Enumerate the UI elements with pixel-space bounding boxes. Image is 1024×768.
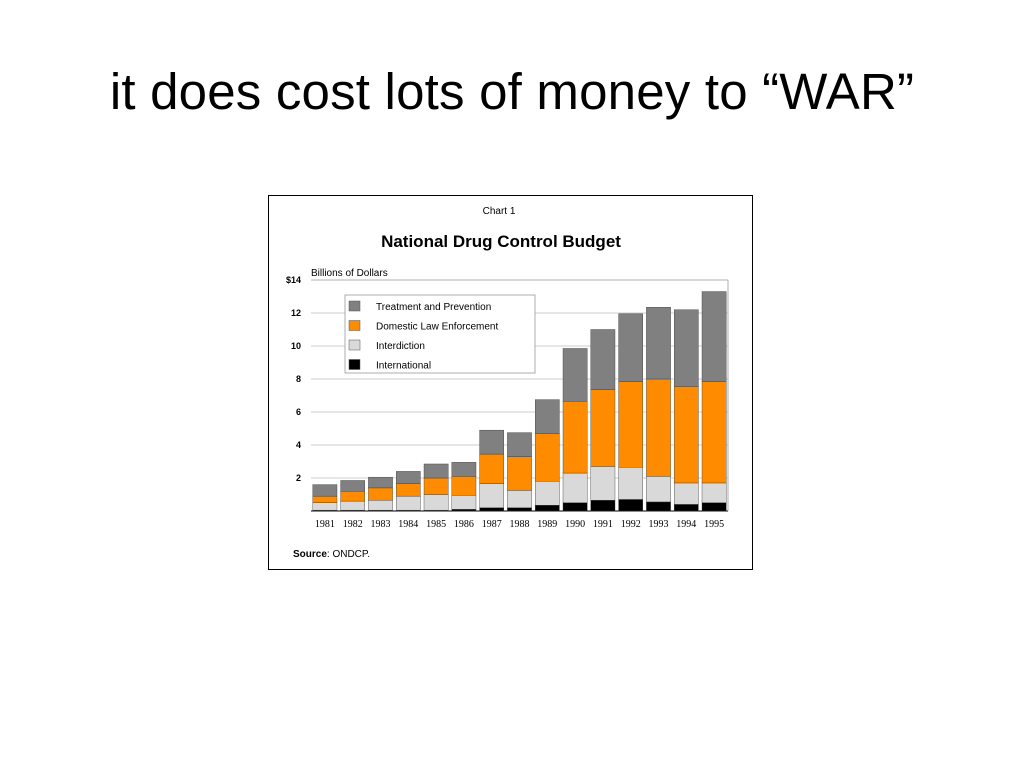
bar-segment — [368, 500, 393, 511]
x-tick-label: 1983 — [371, 519, 391, 530]
bar-segment — [396, 483, 421, 497]
bars — [312, 291, 727, 512]
x-tick-label: 1986 — [454, 519, 474, 530]
bar-segment — [423, 477, 449, 495]
legend-swatch — [348, 339, 361, 351]
bar-segment — [590, 329, 616, 390]
bar-segment — [368, 487, 393, 501]
bar-segment — [646, 501, 671, 512]
bar-segment — [507, 456, 532, 491]
bar-segment — [674, 482, 699, 505]
x-tick-labels: 1981 1982 1983 1984 1985 1986 1987 1988 1989 1990… — [315, 519, 724, 530]
bar-segment — [312, 502, 338, 511]
chart-title: National Drug Control Budget — [381, 232, 621, 251]
legend-label: International — [376, 361, 431, 372]
x-tick-label: 1985 — [426, 519, 446, 530]
bar-segment — [562, 472, 588, 503]
y-axis-label: Billions of Dollars — [311, 268, 388, 279]
bar-segment — [590, 466, 616, 501]
legend: Treatment and Prevention Domestic Law Enf… — [344, 294, 536, 374]
bar-segment — [368, 476, 393, 489]
bar-segment — [646, 378, 671, 477]
bar-segment — [340, 480, 365, 492]
y-tick-label: $14 — [286, 275, 301, 285]
x-tick-label: 1994 — [676, 519, 696, 530]
legend-swatch — [348, 320, 361, 331]
source-text: : ONDCP. — [327, 549, 370, 560]
x-tick-label: 1982 — [343, 519, 363, 530]
y-tick-label: 12 — [291, 308, 301, 318]
x-tick-label: 1995 — [704, 519, 724, 530]
bar-segment — [562, 502, 588, 512]
bar-segment — [590, 500, 616, 512]
bar-segment — [674, 386, 699, 484]
bar-segment — [590, 389, 616, 467]
legend-swatch — [348, 300, 361, 312]
legend-box — [344, 294, 536, 374]
bar-segment — [701, 502, 727, 512]
bar-segment — [479, 453, 504, 484]
bar-segment — [701, 291, 727, 382]
x-tick-label: 1991 — [593, 519, 613, 530]
x-tick-label: 1989 — [537, 519, 557, 530]
bar-segment — [507, 507, 532, 512]
y-tick-label: 10 — [291, 341, 301, 351]
bar-segment — [618, 381, 643, 468]
bar-segment — [451, 509, 477, 512]
bar-segment — [340, 491, 365, 502]
x-tick-label: 1993 — [649, 519, 669, 530]
bar-segment — [535, 505, 560, 512]
bar-segment — [674, 309, 699, 387]
bar-segment — [562, 401, 588, 474]
x-tick-label: 1987 — [482, 519, 502, 530]
legend-label: Interdiction — [376, 341, 425, 352]
bar-segment — [340, 500, 365, 511]
bar-segment — [618, 313, 643, 382]
x-tick-label: 1992 — [621, 519, 641, 530]
bar-segment — [535, 399, 560, 434]
bar-segment — [451, 462, 477, 477]
bar-segment — [423, 463, 449, 479]
slide-title: it does cost lots of money to “WAR” — [109, 63, 915, 120]
y-tick-labels: 2 4 6 8 10 12 $14 — [286, 275, 301, 483]
bar-segment — [507, 490, 532, 508]
bar-segment — [535, 433, 560, 482]
bar-segment — [562, 348, 588, 402]
bar-segment — [674, 504, 699, 512]
bar-segment — [618, 499, 643, 512]
bar-segment — [451, 476, 477, 496]
bar-segment — [312, 495, 338, 503]
bar-segment — [507, 432, 532, 457]
bar-segment — [312, 484, 338, 497]
bar-segment — [396, 471, 421, 484]
y-tick-label: 6 — [296, 407, 301, 417]
x-tick-label: 1984 — [398, 519, 418, 530]
drug-budget-chart: Chart 1 National Drug Control Budget Bil… — [286, 206, 729, 560]
chart-frame: Chart 1 National Drug Control Budget Bil… — [268, 195, 753, 570]
bar-segment — [701, 482, 727, 503]
bar-segment — [618, 467, 643, 500]
y-tick-label: 2 — [296, 473, 301, 483]
x-tick-label: 1981 — [315, 519, 335, 530]
bar-segment — [535, 481, 560, 506]
bar-segment — [479, 507, 504, 512]
bar-segment — [479, 429, 504, 455]
chart-number: Chart 1 — [483, 206, 516, 217]
y-tick-label: 4 — [296, 440, 301, 450]
x-tick-label: 1988 — [510, 519, 530, 530]
bar-segment — [646, 476, 671, 503]
bar-segment — [701, 381, 727, 484]
bar-segment — [479, 483, 504, 508]
bar-segment — [423, 494, 449, 511]
legend-swatch — [348, 359, 361, 370]
legend-label: Treatment and Prevention — [376, 302, 491, 313]
bar-segment — [646, 307, 671, 380]
legend-label: Domestic Law Enforcement — [376, 322, 498, 333]
source-note: Source: ONDCP. — [293, 549, 370, 560]
bar-segment — [451, 495, 477, 510]
source-label: Source — [293, 549, 327, 560]
y-tick-label: 8 — [296, 374, 301, 384]
x-tick-label: 1990 — [565, 519, 585, 530]
bar-segment — [396, 495, 421, 511]
